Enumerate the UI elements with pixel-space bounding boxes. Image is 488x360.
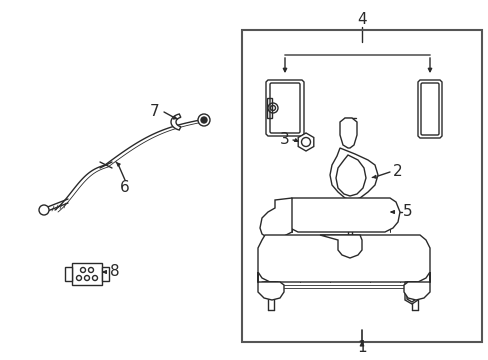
Polygon shape	[171, 114, 181, 130]
Circle shape	[39, 205, 49, 215]
Polygon shape	[298, 133, 313, 151]
Polygon shape	[319, 235, 361, 258]
Polygon shape	[258, 272, 284, 300]
Polygon shape	[335, 155, 365, 196]
Bar	[266, 98, 271, 118]
Polygon shape	[262, 282, 278, 294]
Text: 1: 1	[356, 341, 366, 355]
Text: 5: 5	[403, 204, 412, 220]
Polygon shape	[260, 198, 291, 238]
Text: 3: 3	[280, 132, 289, 148]
Text: 2: 2	[392, 165, 402, 180]
Text: 6: 6	[120, 180, 130, 195]
Polygon shape	[420, 83, 438, 135]
Circle shape	[198, 114, 209, 126]
Polygon shape	[417, 80, 441, 138]
Text: 8: 8	[110, 265, 120, 279]
Polygon shape	[285, 198, 399, 232]
Polygon shape	[269, 83, 299, 133]
Polygon shape	[265, 80, 304, 136]
Text: 4: 4	[356, 13, 366, 27]
Polygon shape	[339, 118, 356, 148]
Polygon shape	[404, 282, 417, 304]
Bar	[242, 30, 481, 342]
Text: 7: 7	[150, 104, 160, 120]
Polygon shape	[329, 148, 377, 200]
Bar	[65, 267, 72, 281]
Bar	[72, 263, 102, 285]
Polygon shape	[258, 235, 429, 282]
Bar	[102, 267, 109, 281]
Polygon shape	[403, 272, 429, 300]
Circle shape	[201, 117, 206, 123]
